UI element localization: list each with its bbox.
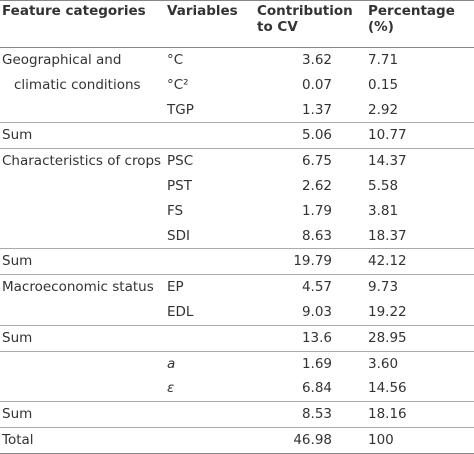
percentage-cell: 3.81 <box>368 202 399 219</box>
variable-cell <box>165 248 245 276</box>
table-row: Sum 19.79 42.12 <box>0 248 474 276</box>
percentage-cell: 2.92 <box>368 101 399 118</box>
category-cell <box>0 199 165 224</box>
variable-cell: SDI <box>167 227 190 244</box>
variable-cell: EP <box>167 279 184 296</box>
percentage-cell: 100 <box>340 426 474 454</box>
category-cell: Geographical and climatic conditions <box>2 52 141 93</box>
contribution-cell: 2.62 <box>301 177 332 194</box>
table-row: PST 2.62 5.58 <box>0 174 474 199</box>
header-cell: Feature categories <box>0 0 165 48</box>
contribution-cell: 3.62 <box>301 52 332 68</box>
category-cell: Total <box>0 426 165 454</box>
contribution-cell: 9.03 <box>301 303 332 320</box>
percentage-cell: 3.60 <box>368 355 399 372</box>
percentage-cell: 42.12 <box>340 248 474 276</box>
contribution-cell: 8.53 <box>245 401 340 428</box>
variable-cell <box>165 426 245 454</box>
variable-cell: PST <box>167 177 192 194</box>
variable-cell: °C <box>167 52 184 68</box>
category-cell <box>0 224 165 249</box>
percentage-cell: 14.37 <box>368 153 407 170</box>
percentage-cell: 0.15 <box>368 76 399 93</box>
variable-cell: °C² <box>167 76 189 93</box>
header-cell: Percentage (%) <box>340 0 474 48</box>
variable-cell: ε <box>167 380 175 397</box>
percentage-cell: 7.71 <box>368 52 399 68</box>
contribution-cell: 1.79 <box>301 202 332 219</box>
category-cell: Sum <box>0 248 165 276</box>
category-cell: Sum <box>0 324 165 352</box>
contribution-cell: 6.84 <box>301 380 332 397</box>
contribution-cell: 5.06 <box>245 122 340 150</box>
percentage-cell: 28.95 <box>340 324 474 352</box>
header-row: Feature categories Variables Contributio… <box>0 0 474 48</box>
variable-cell <box>165 324 245 352</box>
percentage-cell: 14.56 <box>368 380 407 397</box>
table-row: Sum 13.6 28.95 <box>0 324 474 352</box>
category-cell <box>0 300 165 325</box>
variable-cell: TGP <box>167 101 194 118</box>
table-row: SDI 8.63 18.37 <box>0 224 474 249</box>
category-cell: Macroeconomic status <box>2 279 154 296</box>
category-cell <box>0 174 165 199</box>
table-row: a 1.69 3.60 <box>0 351 474 376</box>
percentage-cell: 9.73 <box>368 279 399 296</box>
variable-cell <box>165 122 245 150</box>
table-row: Total 46.98 100 <box>0 426 474 454</box>
percentage-cell: 18.16 <box>340 401 474 428</box>
contribution-cell: 46.98 <box>245 426 340 454</box>
contribution-cell: 6.75 <box>301 153 332 170</box>
contribution-cell: 13.6 <box>245 324 340 352</box>
contribution-cell: 19.79 <box>245 248 340 276</box>
variable-cell: PSC <box>167 153 194 170</box>
table-row: Sum 8.53 18.16 <box>0 401 474 428</box>
table-row: ε 6.84 14.56 <box>0 376 474 401</box>
contribution-cell: 0.07 <box>301 76 332 93</box>
category-cell <box>0 376 165 401</box>
contribution-cell: 1.69 <box>301 355 332 372</box>
contribution-cell: 1.37 <box>301 101 332 118</box>
category-cell: Sum <box>0 122 165 150</box>
variable-cell: FS <box>167 202 184 219</box>
category-cell <box>0 351 165 376</box>
table-row: Macroeconomic status EP 4.57 9.73 <box>0 275 474 300</box>
variable-cell <box>165 401 245 428</box>
category-cell: Sum <box>0 401 165 428</box>
variable-cell: EDL <box>167 303 194 320</box>
table-row: FS 1.79 3.81 <box>0 199 474 224</box>
percentage-cell: 10.77 <box>340 122 474 150</box>
header-cell: Contribution to CV <box>245 0 353 48</box>
table-row: TGP 1.37 2.92 <box>0 98 474 123</box>
contribution-cell: 8.63 <box>301 227 332 244</box>
table-row: Geographical and climatic conditions °C 3.… <box>0 48 474 93</box>
percentage-cell: 18.37 <box>368 227 407 244</box>
header-cell: Variables <box>165 0 245 48</box>
table-row: Sum 5.06 10.77 <box>0 122 474 150</box>
percentage-cell: 5.58 <box>368 177 399 194</box>
table-row: EDL 9.03 19.22 <box>0 300 474 325</box>
percentage-cell: 19.22 <box>368 303 407 320</box>
table-row: °C² 0.07 0.15 <box>0 73 474 98</box>
contribution-cell: 4.57 <box>301 279 332 296</box>
category-cell: Characteristics of crops <box>2 153 162 170</box>
table-row: Characteristics of crops PSC 6.75 14.37 <box>0 149 474 174</box>
variable-cell: a <box>167 355 176 372</box>
